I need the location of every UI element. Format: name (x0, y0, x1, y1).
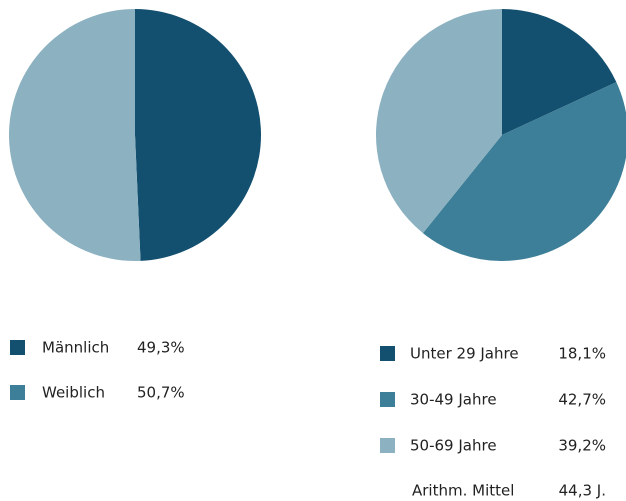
legend-swatch (380, 346, 395, 361)
legend-swatch (380, 438, 395, 453)
value-label: 50,7% (137, 384, 185, 402)
value-label: 49,3% (137, 339, 185, 357)
pie-slice (9, 9, 141, 261)
legend-label: 30-49 Jahre (410, 391, 497, 409)
annotation-value: 44,3 J. (559, 482, 606, 500)
value-label: 18,1% (558, 345, 606, 363)
legend-label: Männlich (42, 339, 109, 357)
legend-label: 50-69 Jahre (410, 437, 497, 455)
legend-label: Weiblich (42, 384, 105, 402)
legend-label: Unter 29 Jahre (410, 345, 519, 363)
value-label: 42,7% (558, 391, 606, 409)
pie-slice (375, 9, 502, 234)
legend-swatch (380, 392, 395, 407)
annotation-label: Arithm. Mittel (412, 482, 514, 500)
pie-slice (422, 82, 626, 261)
legend-swatch (10, 385, 25, 400)
pie-slice (502, 9, 617, 135)
pie-slice (135, 9, 262, 261)
value-label: 39,2% (558, 437, 606, 455)
legend-swatch (10, 340, 25, 355)
